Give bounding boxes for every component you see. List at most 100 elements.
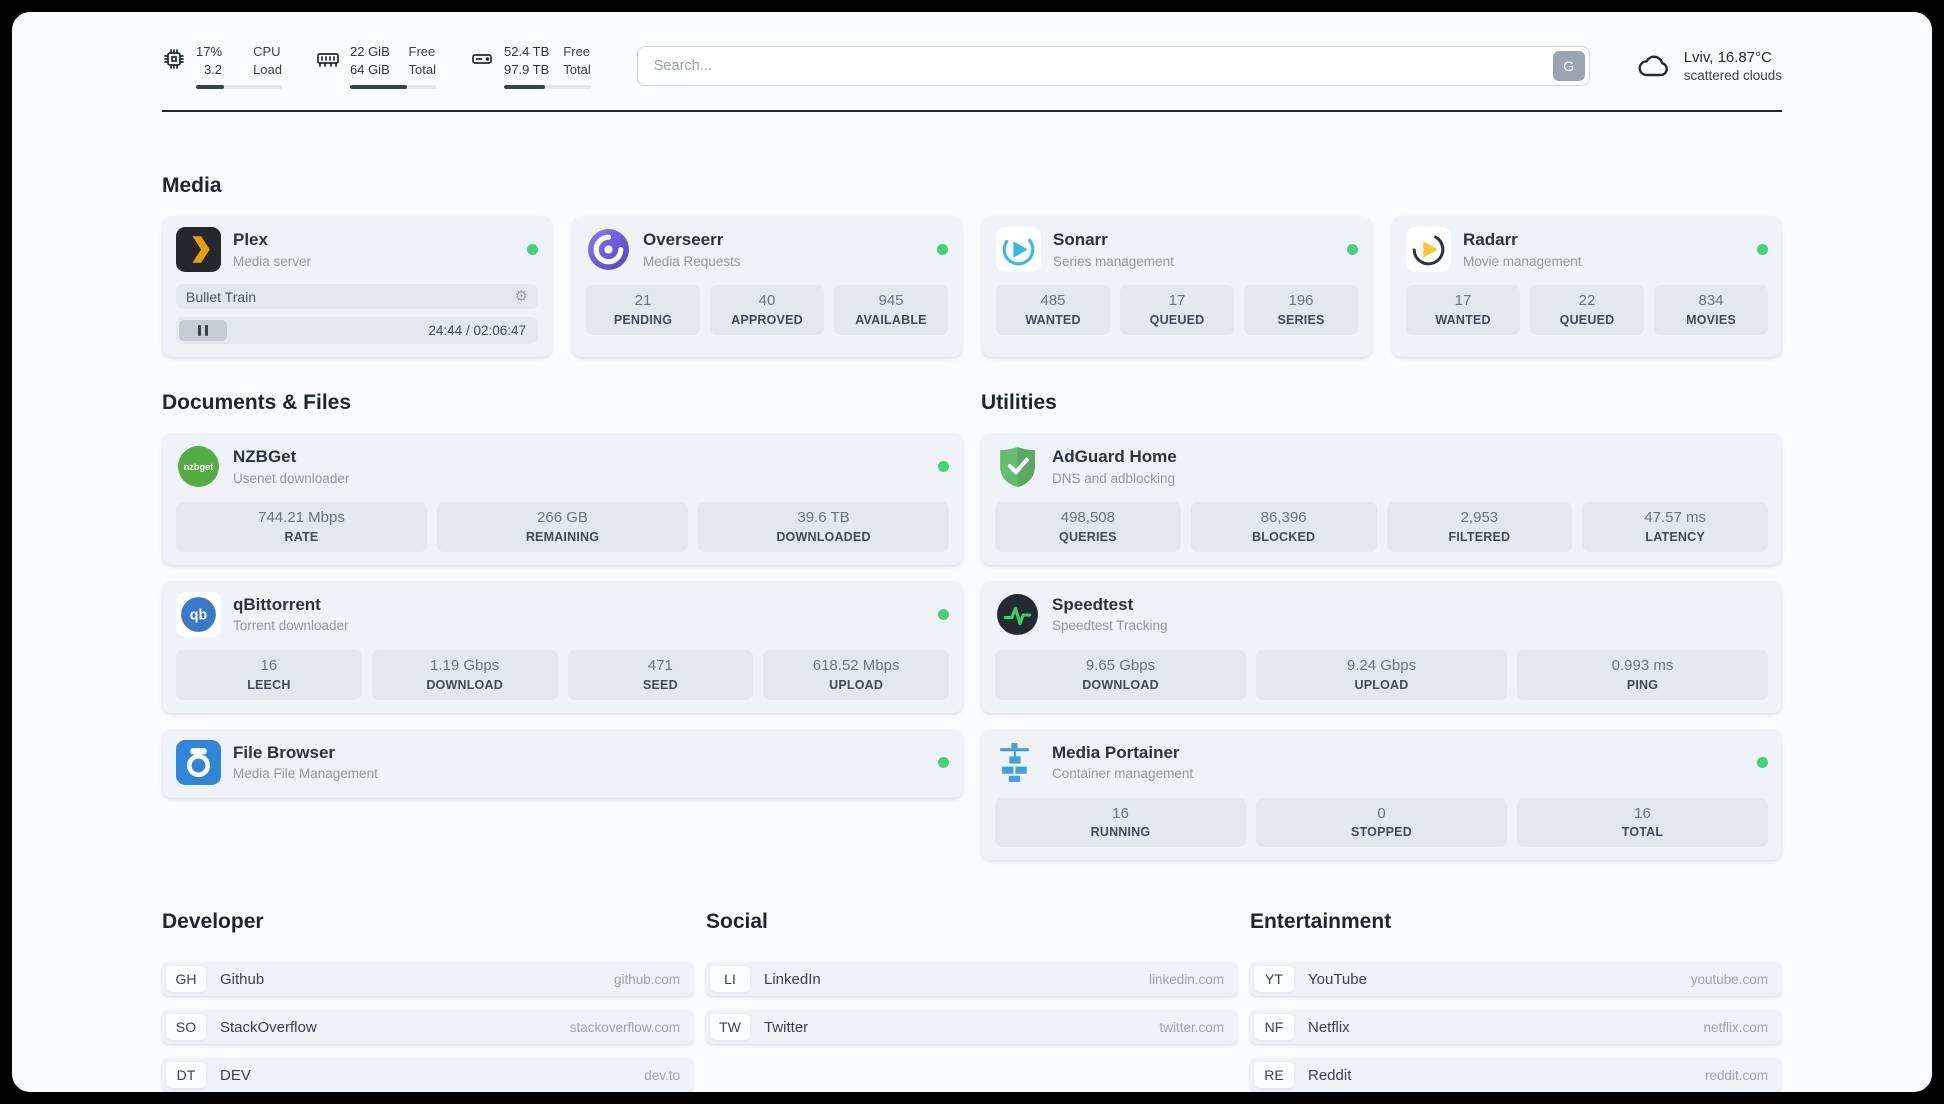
status-dot (937, 244, 948, 255)
stat-remaining: 266 GB REMAINING (437, 502, 688, 552)
service-subtitle: Torrent downloader (233, 618, 349, 634)
stat-seed: 471 SEED (567, 649, 754, 700)
stat-download: 1.19 Gbps DOWNLOAD (371, 649, 558, 700)
cloud-icon (1636, 48, 1672, 84)
stat-queued: 22 QUEUED (1530, 285, 1644, 335)
disk-usage-bar-fill (504, 84, 545, 89)
service-subtitle: Usenet downloader (233, 470, 350, 486)
status-dot (938, 608, 949, 620)
stat-latency: 47.57 ms LATENCY (1582, 502, 1768, 552)
bookmark-url: dev.to (644, 1067, 680, 1083)
search-input[interactable] (636, 46, 1590, 86)
plex-progress-time: 24:44 / 02:06:47 (428, 323, 526, 338)
plex-icon (176, 227, 221, 272)
bookmark-url: stackoverflow.com (569, 1019, 680, 1035)
service-name: Media Portainer (1052, 742, 1180, 762)
bookmark-group-social: Social LI LinkedIn linkedin.com TW Twitt… (706, 910, 1238, 1092)
gear-icon[interactable]: ⚙ (514, 288, 528, 305)
service-card-qbittorrent[interactable]: qb qBittorrent Torrent downloader 16 LEE… (162, 580, 963, 713)
plex-now-playing-row: Bullet Train ⚙ (176, 284, 538, 309)
bookmark-abbr: GH (166, 966, 206, 993)
pause-button[interactable] (179, 320, 227, 341)
bookmark-name: StackOverflow (220, 1018, 317, 1036)
bookmark-dev[interactable]: DT DEV dev.to (162, 1058, 694, 1092)
service-card-radarr[interactable]: Radarr Movie management 17 WANTED 22 QUE… (1392, 216, 1782, 357)
bookmark-github[interactable]: GH Github github.com (162, 962, 694, 997)
pause-icon (198, 325, 201, 336)
bookmark-name: DEV (220, 1066, 251, 1084)
service-name: Overseerr (643, 230, 724, 250)
service-subtitle: DNS and adblocking (1052, 470, 1176, 486)
section-media: Media Plex Media server Bullet Train (162, 174, 1782, 357)
bookmark-url: netflix.com (1703, 1019, 1768, 1035)
bookmark-twitter[interactable]: TW Twitter twitter.com (706, 1010, 1238, 1045)
stat-downloaded: 39.6 TB DOWNLOADED (698, 502, 949, 552)
stat-queued: 17 QUEUED (1120, 285, 1234, 335)
disk-free-value: 52.4 TB (504, 44, 550, 60)
bookmark-stackoverflow[interactable]: SO StackOverflow stackoverflow.com (162, 1010, 694, 1045)
service-name: File Browser (233, 742, 336, 762)
stat-download: 9.65 Gbps DOWNLOAD (995, 649, 1246, 700)
bookmark-linkedin[interactable]: LI LinkedIn linkedin.com (706, 962, 1238, 997)
status-dot (527, 244, 538, 255)
weather-location: Lviv, 16.87°C (1683, 49, 1772, 66)
bookmark-reddit[interactable]: RE Reddit reddit.com (1250, 1058, 1782, 1092)
service-subtitle: Media File Management (233, 766, 378, 782)
service-card-portainer[interactable]: Media Portainer Container management 16 … (981, 728, 1782, 861)
service-name: NZBGet (233, 447, 297, 467)
service-card-overseerr[interactable]: Overseerr Media Requests 21 PENDING 40 A… (572, 216, 962, 357)
bookmark-name: Github (220, 970, 265, 988)
bookmark-url: linkedin.com (1148, 971, 1224, 987)
bookmark-url: reddit.com (1704, 1067, 1768, 1083)
topbar-divider (162, 110, 1782, 112)
memory-usage-bar-fill (350, 84, 407, 89)
service-card-adguard[interactable]: AdGuard Home DNS and adblocking 498,508 … (981, 433, 1782, 565)
service-card-filebrowser[interactable]: File Browser Media File Management (162, 728, 963, 798)
memory-widget: 22 GiB 64 GiB Free Total (316, 43, 436, 89)
service-card-sonarr[interactable]: Sonarr Series management 485 WANTED 17 Q… (982, 216, 1372, 357)
disk-total-label: Total (563, 62, 591, 77)
service-subtitle: Media server (233, 253, 312, 269)
cpu-usage-bar (196, 84, 282, 89)
search-bar: G (636, 46, 1590, 86)
search-provider-button[interactable]: G (1552, 51, 1585, 81)
bookmark-youtube[interactable]: YT YouTube youtube.com (1250, 962, 1782, 997)
stat-filtered: 2,953 FILTERED (1386, 502, 1573, 552)
stat-wanted: 485 WANTED (996, 285, 1110, 335)
stat-ping: 0.993 ms PING (1517, 649, 1768, 700)
status-dot (938, 756, 949, 768)
memory-free-value: 22 GiB (350, 44, 390, 60)
bookmark-name: Reddit (1308, 1066, 1352, 1084)
cpu-usage-label: CPU (253, 44, 281, 60)
service-name: Speedtest (1052, 595, 1134, 615)
stat-running: 16 RUNNING (995, 797, 1246, 848)
service-name: qBittorrent (233, 595, 321, 615)
service-card-nzbget[interactable]: nzbget NZBGet Usenet downloader 744.21 M… (162, 433, 963, 565)
stat-pending: 21 PENDING (586, 285, 700, 335)
stat-upload: 618.52 Mbps UPLOAD (763, 649, 949, 700)
stat-approved: 40 APPROVED (710, 285, 824, 335)
memory-total-label: Total (408, 62, 436, 77)
cpu-usage-bar-fill (196, 84, 224, 89)
bookmark-name: LinkedIn (764, 970, 821, 988)
bookmark-abbr: RE (1254, 1062, 1294, 1089)
disk-usage-bar (504, 84, 591, 89)
topbar: 17% 3.2 CPU Load (162, 38, 1782, 94)
section-title-utilities: Utilities (981, 391, 1057, 414)
section-documents: Documents & Files nzbget NZBGet Usenet d… (162, 391, 963, 860)
adguard-icon (995, 444, 1040, 489)
bookmark-name: Netflix (1308, 1018, 1350, 1036)
memory-total-value: 64 GiB (350, 62, 390, 77)
stat-wanted: 17 WANTED (1406, 285, 1520, 335)
cpu-load-label: Load (253, 62, 282, 77)
memory-free-label: Free (408, 44, 436, 60)
service-name: Radarr (1463, 230, 1518, 250)
service-card-speedtest[interactable]: Speedtest Speedtest Tracking 9.65 Gbps D… (981, 580, 1782, 713)
stat-stopped: 0 STOPPED (1256, 797, 1507, 848)
weather-condition: scattered clouds (1683, 68, 1782, 83)
overseerr-icon (586, 227, 631, 272)
bookmark-netflix[interactable]: NF Netflix netflix.com (1250, 1010, 1782, 1045)
service-card-plex[interactable]: Plex Media server Bullet Train ⚙ 24:44 /… (162, 216, 552, 357)
stat-series: 196 SERIES (1244, 285, 1358, 335)
stat-total: 16 TOTAL (1517, 797, 1768, 848)
